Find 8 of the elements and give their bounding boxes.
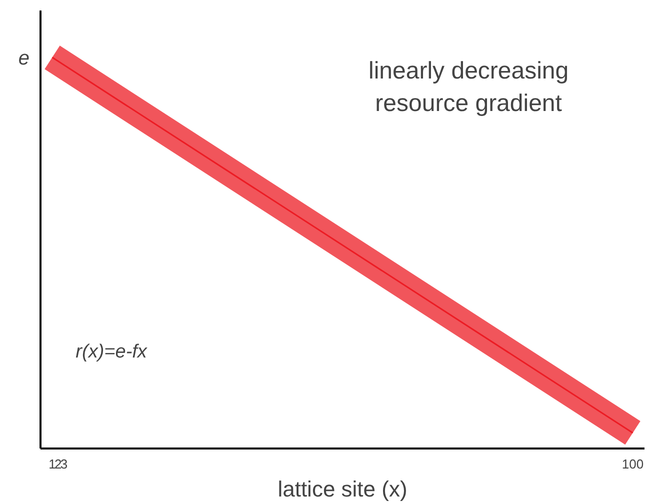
x-tick-label: 1 [48, 456, 56, 472]
text: e [18, 47, 30, 70]
annotation: linearly decreasing resource gradient [368, 57, 569, 117]
x-tick-label: 2 [54, 456, 62, 472]
x-tick-label: 100 [622, 456, 644, 472]
annotation: r(x)=e-fx [76, 341, 148, 362]
x-tick-label: 3 [60, 456, 68, 472]
x-axis-title: lattice site (x) [278, 476, 408, 502]
